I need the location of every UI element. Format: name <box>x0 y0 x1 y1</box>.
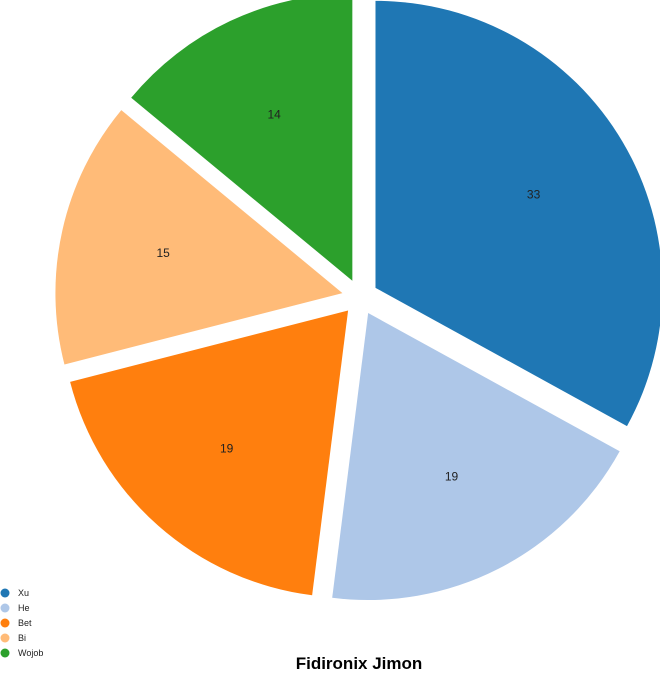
legend-swatch <box>0 618 10 628</box>
slice-value-label: 19 <box>445 470 459 484</box>
legend-swatch <box>0 633 10 643</box>
chart-title: Fidironix Jimon <box>296 654 423 673</box>
slice-value-label: 14 <box>267 108 281 122</box>
pie-slice-wojob <box>131 0 353 281</box>
pie-slice-he <box>332 313 620 601</box>
legend-swatch <box>0 648 10 658</box>
slice-labels: 33 19 19 15 14 <box>156 108 540 484</box>
pie-slices <box>55 0 660 601</box>
legend-swatch <box>0 603 10 613</box>
legend-label: Bi <box>18 633 26 643</box>
legend-label: Wojob <box>18 648 43 658</box>
legend-swatch <box>0 588 10 598</box>
legend-label: He <box>18 603 30 613</box>
pie-slice-bi <box>55 110 343 365</box>
legend-label: Xu <box>18 588 29 598</box>
legend-label: Bet <box>18 618 32 628</box>
legend: Xu He Bet Bi Wojob <box>0 588 43 658</box>
slice-value-label: 33 <box>527 187 541 201</box>
slice-value-label: 15 <box>156 246 170 260</box>
pie-slice-bet <box>70 310 349 596</box>
pie-slice-xu <box>375 0 660 427</box>
slice-value-label: 19 <box>220 441 234 455</box>
